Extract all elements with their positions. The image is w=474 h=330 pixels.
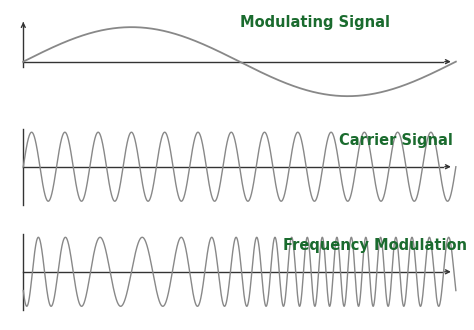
Text: Modulating Signal: Modulating Signal: [239, 15, 390, 30]
Text: Frequency Modulation: Frequency Modulation: [283, 238, 467, 253]
Text: Carrier Signal: Carrier Signal: [339, 133, 453, 149]
